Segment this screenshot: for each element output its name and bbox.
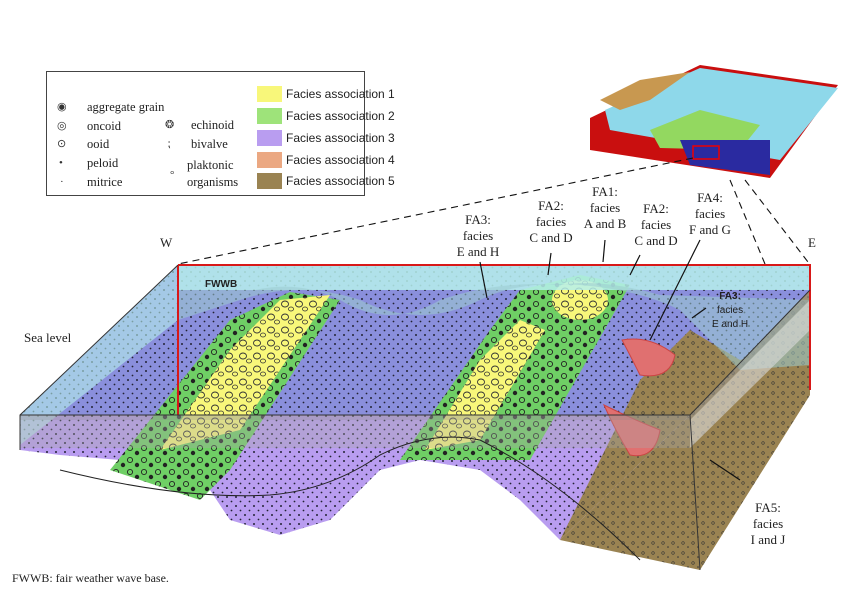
fwwb-label: FWWB (205, 279, 238, 290)
legend-peloid: peloid (87, 156, 119, 170)
label-line: FA1: (592, 184, 618, 199)
label-line: C and D (634, 233, 678, 248)
sea-level-plane (20, 265, 178, 445)
label-line: facies (717, 305, 744, 316)
projection-lines (177, 157, 809, 265)
legend-fa2: Facies association 2 (286, 109, 395, 123)
swatch-fa2 (257, 108, 282, 124)
legend-aggregate-grain: aggregate grain (87, 100, 165, 114)
label-line: FA3: (465, 212, 491, 227)
oncoid-icon: ◎ (57, 120, 67, 132)
legend-fa3: Facies association 3 (286, 131, 395, 145)
legend-plaktonic: plaktonic (187, 158, 234, 172)
inset-highlight-box (692, 145, 720, 160)
swatch-fa5 (257, 173, 282, 189)
red-frame (178, 264, 811, 390)
label-line: I and J (750, 532, 786, 547)
label-line: facies (462, 228, 494, 243)
fa1-label: FA1: facies A and B (579, 184, 631, 232)
label-line: FA5: (755, 500, 781, 515)
peloid-icon: • (59, 157, 63, 169)
inset-block-diagram (590, 65, 838, 178)
east-label: E (808, 235, 816, 250)
fa3-right-label: FA3: facies E and H (712, 290, 748, 332)
legend-bivalve: bivalve (191, 137, 228, 151)
ooid-icon: ⊙ (57, 138, 67, 150)
label-line: E and H (456, 244, 500, 259)
label-arrows (479, 239, 741, 481)
label-line: facies (640, 217, 672, 232)
water-upper (178, 265, 810, 290)
label-line: facies (694, 206, 726, 221)
aggregate-grain-icon: ◉ (57, 101, 67, 113)
fa4-channel-upper (621, 338, 676, 377)
legend-fa5: Facies association 5 (286, 174, 395, 188)
label-line: C and D (529, 230, 573, 245)
bivalve-icon: ⁏ (167, 138, 171, 150)
swatch-fa3 (257, 130, 282, 146)
label-line: A and B (583, 216, 627, 231)
label-line: FA2: (538, 198, 564, 213)
fa4-label: FA4: facies F and G (684, 190, 736, 238)
plaktonic-organism-icon: ° (170, 169, 175, 181)
legend-oncoid: oncoid (87, 119, 122, 133)
footnote: FWWB: fair weather wave base. (12, 571, 169, 585)
label-line: FA4: (697, 190, 723, 205)
legend-fa4: Facies association 4 (286, 153, 395, 167)
sea-level-label: Sea level (24, 330, 72, 345)
legend: ◉ aggregate grain ◎ oncoid ⊙ ooid • pelo… (46, 71, 395, 196)
legend-organisms: organisms (187, 175, 239, 189)
fa2-left-label: FA2: facies C and D (525, 198, 577, 246)
label-line: facies (589, 200, 621, 215)
fa5-label: FA5: facies I and J (742, 500, 794, 548)
label-line: facies (752, 516, 784, 531)
fwwb-plane (20, 420, 690, 448)
swatch-fa1 (257, 86, 282, 102)
fa2-right-label: FA2: facies C and D (630, 201, 682, 249)
mitrice-icon: · (60, 176, 64, 188)
swatch-fa4 (257, 152, 282, 168)
label-line: F and G (689, 222, 731, 237)
label-line: facies (535, 214, 567, 229)
label-line: E and H (712, 319, 749, 330)
label-line: FA3: (719, 291, 741, 302)
echinoid-icon: ❂ (165, 119, 175, 131)
legend-mitrice: mitrice (87, 175, 123, 189)
legend-ooid: ooid (87, 137, 110, 151)
west-label: W (160, 235, 173, 250)
label-line: FA2: (643, 201, 669, 216)
legend-echinoid: echinoid (191, 118, 235, 132)
legend-fa1: Facies association 1 (286, 87, 395, 101)
fa3-left-label: FA3: facies E and H (452, 212, 504, 260)
